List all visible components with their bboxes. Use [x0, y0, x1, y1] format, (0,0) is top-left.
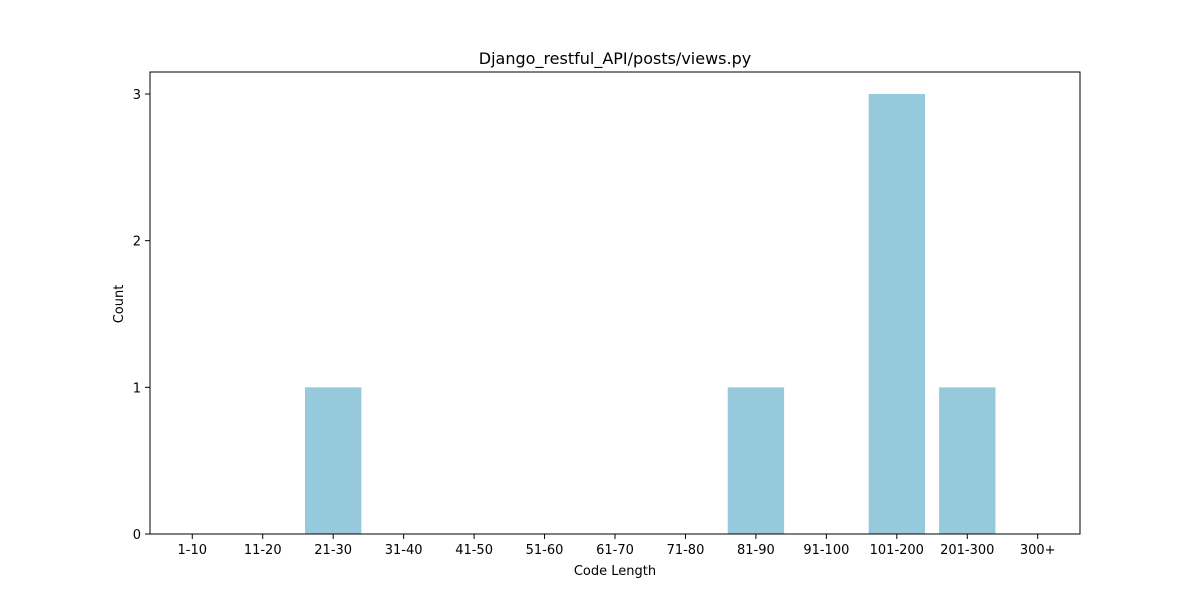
y-tick-label: 3 [133, 88, 141, 103]
y-axis-title: Count [112, 285, 127, 324]
bar-201-300 [939, 387, 996, 534]
y-tick-label: 2 [133, 235, 141, 250]
chart-title: Django_restful_API/posts/views.py [479, 49, 751, 69]
x-tick-label: 201-300 [940, 543, 994, 558]
x-tick-label: 81-90 [737, 543, 775, 558]
bar-81-90 [727, 387, 785, 534]
x-tick-label: 1-10 [178, 543, 208, 558]
x-tick-label: 71-80 [667, 543, 705, 558]
x-tick-label: 300+ [1020, 543, 1056, 558]
x-tick-label: 101-200 [870, 543, 924, 558]
x-tick-label: 21-30 [314, 543, 352, 558]
y-tick-label: 1 [133, 381, 141, 396]
x-axis-title: Code Length [574, 564, 656, 579]
bar-101-200 [868, 94, 925, 534]
x-tick-label: 41-50 [455, 543, 493, 558]
x-tick-label: 91-100 [803, 543, 849, 558]
x-tick-label: 11-20 [244, 543, 282, 558]
x-tick-label: 61-70 [596, 543, 634, 558]
y-tick-label: 0 [133, 528, 141, 543]
x-tick-label: 51-60 [526, 543, 564, 558]
x-tick-label: 31-40 [385, 543, 423, 558]
bar-21-30 [305, 387, 362, 534]
